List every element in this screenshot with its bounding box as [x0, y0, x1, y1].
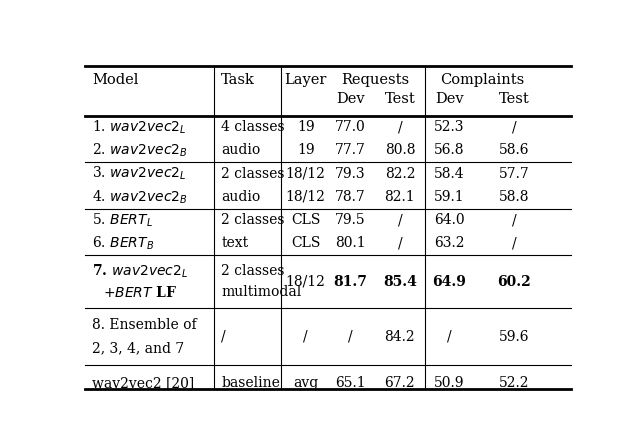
- Text: /: /: [447, 330, 452, 344]
- Text: 78.7: 78.7: [335, 190, 365, 204]
- Text: 65.1: 65.1: [335, 376, 365, 390]
- Text: baseline: baseline: [221, 376, 280, 390]
- Text: 19: 19: [297, 120, 314, 134]
- Text: Task: Task: [221, 73, 255, 87]
- Text: 2 classes: 2 classes: [221, 167, 285, 181]
- Text: $+\mathit{BERT}$ LF: $+\mathit{BERT}$ LF: [103, 285, 178, 300]
- Text: /: /: [397, 120, 402, 134]
- Text: Model: Model: [92, 73, 139, 87]
- Text: 56.8: 56.8: [435, 143, 465, 157]
- Text: /: /: [397, 236, 402, 250]
- Text: 50.9: 50.9: [435, 376, 465, 390]
- Text: 67.2: 67.2: [385, 376, 415, 390]
- Text: /: /: [221, 330, 226, 344]
- Text: 63.2: 63.2: [435, 236, 465, 250]
- Text: 2 classes: 2 classes: [221, 213, 285, 227]
- Text: 80.8: 80.8: [385, 143, 415, 157]
- Text: 59.1: 59.1: [434, 190, 465, 204]
- Text: 2, 3, 4, and 7: 2, 3, 4, and 7: [92, 341, 185, 355]
- Text: multimodal: multimodal: [221, 285, 301, 299]
- Text: 6. $\mathit{BERT}_B$: 6. $\mathit{BERT}_B$: [92, 235, 154, 252]
- Text: Requests: Requests: [341, 73, 409, 87]
- Text: 77.7: 77.7: [335, 143, 365, 157]
- Text: 84.2: 84.2: [385, 330, 415, 344]
- Text: 79.5: 79.5: [335, 213, 365, 227]
- Text: 4 classes: 4 classes: [221, 120, 285, 134]
- Text: avg: avg: [293, 376, 318, 390]
- Text: /: /: [512, 236, 516, 250]
- Text: 57.7: 57.7: [499, 167, 529, 181]
- Text: 79.3: 79.3: [335, 167, 365, 181]
- Text: Complaints: Complaints: [440, 73, 524, 87]
- Text: 18/12: 18/12: [285, 190, 326, 204]
- Text: wav2vec2 [20]: wav2vec2 [20]: [92, 376, 195, 390]
- Text: CLS: CLS: [291, 236, 321, 250]
- Text: Test: Test: [499, 92, 529, 105]
- Text: 80.1: 80.1: [335, 236, 365, 250]
- Text: 2 classes: 2 classes: [221, 264, 285, 278]
- Text: /: /: [303, 330, 308, 344]
- Text: CLS: CLS: [291, 213, 321, 227]
- Text: Test: Test: [385, 92, 415, 105]
- Text: 1. $\mathit{wav2vec2}_L$: 1. $\mathit{wav2vec2}_L$: [92, 118, 187, 136]
- Text: 18/12: 18/12: [285, 167, 326, 181]
- Text: 77.0: 77.0: [335, 120, 365, 134]
- Text: text: text: [221, 236, 248, 250]
- Text: Layer: Layer: [285, 73, 327, 87]
- Text: 60.2: 60.2: [497, 274, 531, 289]
- Text: 58.4: 58.4: [434, 167, 465, 181]
- Text: 52.3: 52.3: [435, 120, 465, 134]
- Text: 59.6: 59.6: [499, 330, 529, 344]
- Text: Dev: Dev: [435, 92, 464, 105]
- Text: 5. $\mathit{BERT}_L$: 5. $\mathit{BERT}_L$: [92, 211, 154, 229]
- Text: 85.4: 85.4: [383, 274, 417, 289]
- Text: 7. $\mathit{wav2vec2}_L$: 7. $\mathit{wav2vec2}_L$: [92, 262, 189, 280]
- Text: audio: audio: [221, 190, 260, 204]
- Text: 18/12: 18/12: [285, 274, 326, 289]
- Text: 58.8: 58.8: [499, 190, 529, 204]
- Text: 81.7: 81.7: [333, 274, 367, 289]
- Text: 3. $\mathit{wav2vec2}_L$: 3. $\mathit{wav2vec2}_L$: [92, 165, 187, 182]
- Text: 8. Ensemble of: 8. Ensemble of: [92, 318, 197, 333]
- Text: /: /: [512, 120, 516, 134]
- Text: audio: audio: [221, 143, 260, 157]
- Text: 64.0: 64.0: [434, 213, 465, 227]
- Text: 19: 19: [297, 143, 314, 157]
- Text: /: /: [348, 330, 353, 344]
- Text: 82.2: 82.2: [385, 167, 415, 181]
- Text: 82.1: 82.1: [385, 190, 415, 204]
- Text: /: /: [397, 213, 402, 227]
- Text: 4. $\mathit{wav2vec2}_B$: 4. $\mathit{wav2vec2}_B$: [92, 188, 188, 206]
- Text: Dev: Dev: [336, 92, 365, 105]
- Text: 2. $\mathit{wav2vec2}_B$: 2. $\mathit{wav2vec2}_B$: [92, 142, 188, 159]
- Text: 64.9: 64.9: [433, 274, 467, 289]
- Text: /: /: [512, 213, 516, 227]
- Text: 52.2: 52.2: [499, 376, 529, 390]
- Text: 58.6: 58.6: [499, 143, 529, 157]
